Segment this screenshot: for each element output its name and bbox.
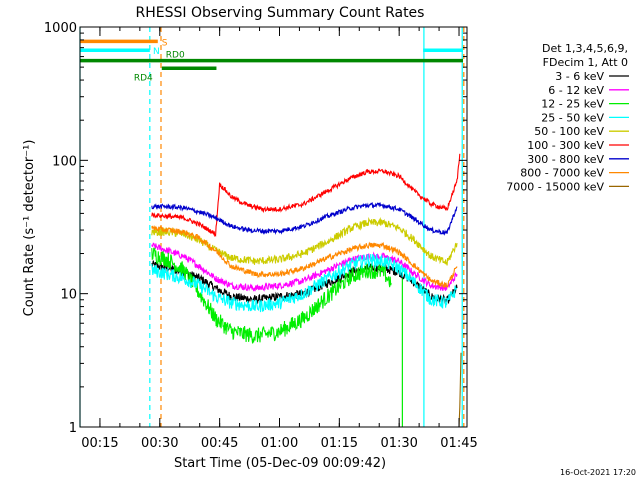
x-tick-label-01-45: 01:45 [440, 436, 477, 451]
axes: 1 10 100 1000 00:15 00:30 00:45 01:00 01:15 01:30… [44, 21, 478, 451]
x-axis-label: Start Time (05-Dec-09 00:09:42) [174, 456, 386, 471]
series-line-800-7000-kev [151, 225, 458, 289]
x-tick-label-01-30: 01:30 [380, 436, 417, 451]
legend-label-3-6-kev: 3 - 6 keV [555, 70, 604, 83]
y-tick-label-100: 100 [52, 154, 77, 169]
series-line-300-800-kev [151, 201, 458, 236]
legend-label-7000-15000-kev: 7000 - 15000 keV [506, 180, 604, 193]
x-tick-label-01-15: 01:15 [321, 436, 358, 451]
legend-label-800-7000-kev: 800 - 7000 keV [520, 167, 604, 180]
chart-title: RHESSI Observing Summary Count Rates [136, 5, 425, 21]
legend-label-100-300-kev: 100 - 300 keV [527, 139, 604, 152]
x-tick-label-00-15: 00:15 [81, 436, 118, 451]
flag-label-rd4-4: RD4 [134, 73, 153, 83]
series-line-100-300-kev [151, 153, 461, 238]
legend-label-6-12-kev: 6 - 12 keV [548, 84, 604, 97]
legend-header-1: FDecim 1, Att 0 [543, 56, 628, 69]
legend-label-50-100-kev: 50 - 100 keV [534, 125, 604, 138]
flag-label-s-0: S [162, 38, 168, 48]
flag-label-rd0-3: RD0 [166, 51, 185, 61]
x-tick-label-00-30: 00:30 [141, 436, 178, 451]
series-line-6-12-kev [151, 242, 458, 292]
x-tick-label-01-00: 01:00 [261, 436, 298, 451]
legend-label-12-25-kev: 12 - 25 keV [541, 98, 604, 111]
plot-frame [79, 26, 468, 428]
y-tick-label-10: 10 [60, 288, 77, 303]
y-axis-label: Count Rate (s⁻¹ detector⁻¹) [22, 140, 37, 317]
y-tick-label-1: 1 [69, 421, 77, 436]
series-lines [151, 153, 462, 428]
legend-label-300-800-kev: 300 - 800 keV [527, 153, 604, 166]
legend: Det 1,3,4,5,6,9,FDecim 1, Att 03 - 6 keV… [506, 42, 629, 193]
legend-label-25-50-kev: 25 - 50 keV [541, 111, 604, 124]
render-timestamp: 16-Oct-2021 17:20 [560, 468, 636, 477]
series-line-12-25-kev [151, 247, 392, 344]
x-tick-label-00-45: 00:45 [201, 436, 238, 451]
series-line-50-100-kev [151, 216, 458, 266]
series-line-25-50-kev [151, 253, 458, 313]
y-tick-label-1000: 1000 [44, 21, 77, 36]
flag-label-n-1: N [153, 47, 160, 57]
legend-header-0: Det 1,3,4,5,6,9, [542, 42, 628, 55]
flag-bars: SN RD0 RD4 [80, 38, 464, 83]
